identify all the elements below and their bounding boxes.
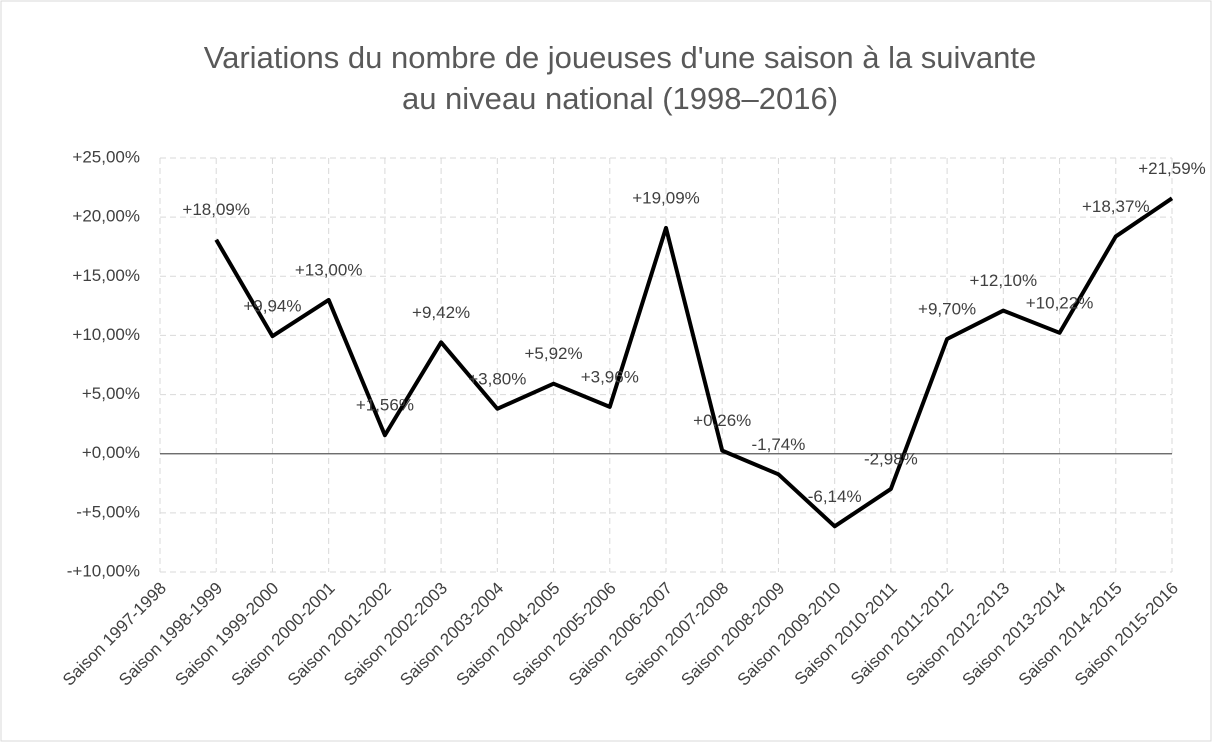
data-line bbox=[214, 196, 1174, 529]
data-label: +18,09% bbox=[182, 200, 250, 219]
data-label: +9,42% bbox=[412, 303, 470, 322]
data-label: +1,56% bbox=[356, 396, 414, 415]
y-tick-label: +5,00% bbox=[82, 384, 140, 403]
data-label: +3,80% bbox=[468, 369, 526, 388]
data-label: +0,26% bbox=[693, 411, 751, 430]
data-label: +12,10% bbox=[970, 271, 1038, 290]
data-label: -1,74% bbox=[752, 435, 806, 454]
y-tick-label: +20,00% bbox=[72, 207, 140, 226]
data-label: +3,96% bbox=[581, 367, 639, 386]
data-label: -2,98% bbox=[864, 449, 918, 468]
data-label: +5,92% bbox=[524, 344, 582, 363]
y-tick-label: +0,00% bbox=[82, 443, 140, 462]
data-label: +9,94% bbox=[243, 297, 301, 316]
data-label: +13,00% bbox=[295, 260, 363, 279]
data-label: -6,14% bbox=[808, 487, 862, 506]
data-label: +19,09% bbox=[632, 188, 700, 207]
y-tick-label: +15,00% bbox=[72, 266, 140, 285]
data-label: +9,70% bbox=[918, 299, 976, 318]
y-tick-label: -+10,00% bbox=[67, 561, 140, 580]
data-label: +18,37% bbox=[1082, 197, 1150, 216]
y-tick-label: +10,00% bbox=[72, 325, 140, 344]
y-tick-label: -+5,00% bbox=[76, 502, 140, 521]
chart-title: au niveau national (1998–2016) bbox=[402, 81, 838, 116]
y-tick-label: +25,00% bbox=[72, 147, 140, 166]
data-label: +21,59% bbox=[1138, 159, 1206, 178]
chart-title: Variations du nombre de joueuses d'une s… bbox=[204, 40, 1037, 75]
data-label: +10,22% bbox=[1026, 293, 1094, 312]
